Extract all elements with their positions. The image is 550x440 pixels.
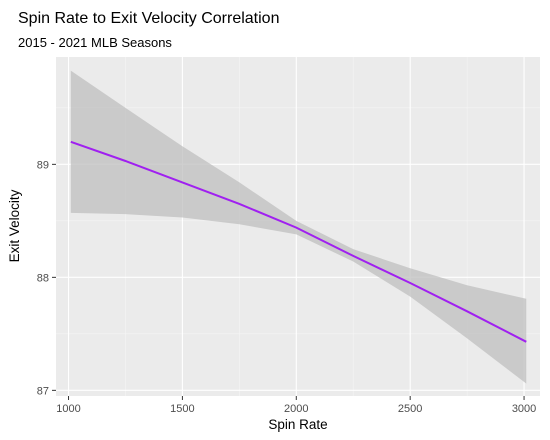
confidence-band <box>70 70 527 384</box>
x-axis-title: Spin Rate <box>268 417 327 432</box>
x-tick-label: 3000 <box>512 403 536 415</box>
confidence-band-layer <box>70 70 527 384</box>
x-tick-label: 2500 <box>398 403 422 415</box>
x-tick-label: 1000 <box>56 403 80 415</box>
y-tick-label: 87 <box>37 385 49 397</box>
y-axis: 87 88 89 <box>37 159 56 397</box>
chart-subtitle: 2015 - 2021 MLB Seasons <box>18 35 172 50</box>
y-axis-title: Exit Velocity <box>7 189 22 262</box>
x-tick-label: 1500 <box>170 403 194 415</box>
trend-line <box>70 140 527 343</box>
y-tick-label: 88 <box>37 272 49 284</box>
x-tick-label: 2000 <box>284 403 308 415</box>
x-axis: 1000 1500 2000 2500 3000 <box>56 396 536 415</box>
trend-line-layer <box>70 140 527 343</box>
chart-title: Spin Rate to Exit Velocity Correlation <box>18 10 279 27</box>
y-tick-label: 89 <box>37 159 49 171</box>
